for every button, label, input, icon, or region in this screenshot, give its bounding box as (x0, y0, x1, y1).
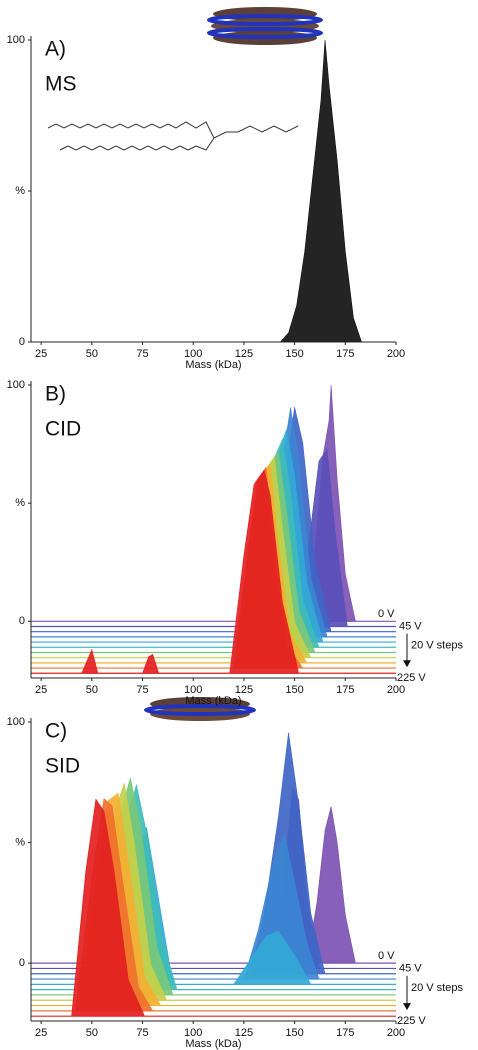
x-tick-label: 175 (336, 348, 354, 360)
x-tick-label: 25 (35, 684, 47, 696)
series-label: 45 V (399, 962, 422, 974)
y-tick-label: 100 (7, 716, 25, 728)
x-tick-label: 150 (285, 684, 303, 696)
spectrum (306, 806, 356, 964)
panel-title: MS (45, 73, 77, 96)
y-tick-label: % (15, 185, 25, 197)
series-label: 0 V (378, 950, 395, 962)
panel-title: CID (45, 418, 81, 441)
x-tick-label: 125 (235, 1027, 253, 1039)
y-tick-label: 100 (7, 34, 25, 46)
y-tick-label: % (15, 836, 25, 848)
y-tick-label: 0 (19, 336, 25, 348)
x-axis-label: Mass (kDa) (185, 695, 241, 707)
panel-label: B) (45, 383, 66, 406)
x-tick-label: 50 (86, 1027, 98, 1039)
x-tick-label: 75 (136, 348, 148, 360)
y-tick-label: 100 (7, 379, 25, 391)
x-tick-label: 50 (86, 348, 98, 360)
series-label: 45 V (399, 620, 422, 632)
x-tick-label: 100 (184, 1027, 202, 1039)
panel-label: C) (45, 720, 67, 743)
annotation: 20 V steps (411, 982, 463, 994)
x-tick-label: 125 (235, 348, 253, 360)
x-tick-label: 25 (35, 348, 47, 360)
x-tick-label: 150 (285, 1027, 303, 1039)
lipid-structure (47, 121, 299, 151)
x-tick-label: 175 (336, 684, 354, 696)
panel-label: A) (45, 38, 66, 61)
panel-title: SID (45, 755, 80, 778)
nanodisc-illustration (207, 7, 323, 45)
x-tick-label: 25 (35, 1027, 47, 1039)
series-label: 225 V (397, 1015, 426, 1027)
arrow-head (403, 1003, 411, 1011)
x-tick-label: 100 (184, 348, 202, 360)
x-tick-label: 200 (387, 684, 405, 696)
x-tick-label: 200 (387, 348, 405, 360)
nanodisc-illustration (144, 697, 256, 721)
y-tick-label: 0 (19, 957, 25, 969)
x-tick-label: 50 (86, 684, 98, 696)
x-axis-label: Mass (kDa) (185, 1038, 241, 1050)
x-tick-label: 125 (235, 684, 253, 696)
arrow-head (403, 660, 411, 668)
x-tick-label: 175 (336, 1027, 354, 1039)
x-tick-label: 200 (387, 1027, 405, 1039)
spectrum (71, 798, 146, 1017)
series-label: 225 V (397, 672, 426, 684)
series-label: 0 V (378, 608, 395, 620)
x-tick-label: 75 (136, 1027, 148, 1039)
x-axis-label: Mass (kDa) (185, 359, 241, 371)
spectrum (279, 39, 362, 343)
y-tick-label: 0 (19, 615, 25, 627)
x-tick-label: 100 (184, 684, 202, 696)
x-tick-label: 150 (285, 348, 303, 360)
x-tick-label: 75 (136, 684, 148, 696)
annotation: 20 V steps (411, 639, 463, 651)
spectrum (81, 469, 300, 674)
y-tick-label: % (15, 497, 25, 509)
